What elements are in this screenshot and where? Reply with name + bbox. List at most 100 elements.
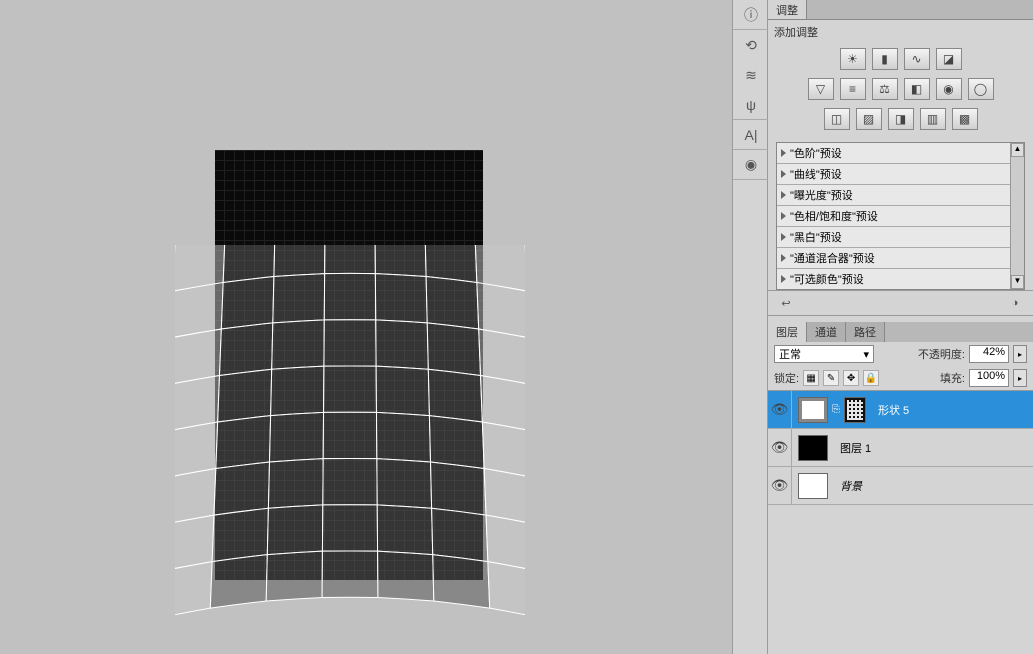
grid-cell bbox=[210, 555, 267, 608]
layer-row[interactable]: 👁 图层 1 bbox=[768, 429, 1033, 467]
grid-cell bbox=[323, 458, 377, 504]
photo-adjustment-icon[interactable]: ◉ bbox=[936, 78, 962, 100]
preset-label: "黑白"预设 bbox=[790, 229, 842, 245]
preset-item[interactable]: "曲线"预设 bbox=[777, 164, 1024, 185]
expand-arrow-icon bbox=[781, 254, 786, 262]
opacity-label: 不透明度: bbox=[918, 346, 965, 362]
threshold-adjustment-icon[interactable]: ◨ bbox=[888, 108, 914, 130]
preset-label: "曝光度"预设 bbox=[790, 187, 853, 203]
brush-tool-icon[interactable]: ≋ bbox=[733, 60, 769, 90]
warped-grid-shape[interactable] bbox=[175, 245, 525, 615]
grid-cell bbox=[488, 562, 525, 615]
preset-label: "曲线"预设 bbox=[790, 166, 842, 182]
grid-cell bbox=[218, 369, 272, 422]
camera-tool-icon[interactable]: ◉ bbox=[733, 150, 769, 180]
expand-arrow-icon bbox=[781, 191, 786, 199]
levels-adjustment-icon[interactable]: ▮ bbox=[872, 48, 898, 70]
fill-input[interactable]: 100% bbox=[969, 369, 1009, 387]
hue-adjustment-icon[interactable]: ≡ bbox=[840, 78, 866, 100]
info-tool-icon[interactable]: ⓘ bbox=[733, 0, 769, 30]
invert-adjustment-icon[interactable]: ◫ bbox=[824, 108, 850, 130]
gradient-adjustment-icon[interactable]: ▥ bbox=[920, 108, 946, 130]
visibility-toggle[interactable]: 👁 bbox=[768, 429, 792, 466]
preset-item[interactable]: "通道混合器"预设 bbox=[777, 248, 1024, 269]
return-icon[interactable]: ↩ bbox=[776, 295, 796, 311]
layer-list: 👁⎘形状 5👁图层 1👁背景 bbox=[768, 391, 1033, 505]
grid-cell bbox=[324, 320, 376, 366]
adjustment-icons: ☀ ▮ ∿ ◪ ▽ ≡ ⚖ ◧ ◉ ◯ ◫ ▨ ◨ ▥ ▩ bbox=[768, 44, 1033, 142]
grid-cell bbox=[323, 412, 377, 458]
opacity-flyout-icon[interactable]: ▸ bbox=[1013, 345, 1027, 363]
vibrance-adjustment-icon[interactable]: ▽ bbox=[808, 78, 834, 100]
grid-cell bbox=[375, 245, 426, 277]
grid-cell bbox=[433, 555, 490, 608]
layer-blend-row: 正常 ▾ 不透明度: 42% ▸ bbox=[768, 342, 1033, 366]
layer-thumbnail[interactable] bbox=[798, 435, 828, 461]
visibility-toggle[interactable]: 👁 bbox=[768, 467, 792, 504]
grid-cell bbox=[426, 277, 479, 329]
grid-cell bbox=[273, 274, 325, 323]
grid-cell bbox=[324, 366, 377, 412]
grid-cell bbox=[428, 369, 482, 422]
blend-mode-select[interactable]: 正常 ▾ bbox=[774, 345, 874, 363]
tab-channels[interactable]: 通道 bbox=[807, 322, 846, 342]
opacity-input[interactable]: 42% bbox=[969, 345, 1009, 363]
preset-scrollbar[interactable]: ▲ ▼ bbox=[1010, 143, 1024, 289]
preset-label: "通道混合器"预设 bbox=[790, 250, 875, 266]
grid-cell bbox=[212, 508, 268, 561]
layer-name-label[interactable]: 形状 5 bbox=[872, 402, 915, 418]
curves-adjustment-icon[interactable]: ∿ bbox=[904, 48, 930, 70]
clip-icon[interactable]: ◑ bbox=[1005, 295, 1025, 311]
expand-arrow-icon bbox=[781, 233, 786, 241]
preset-item[interactable]: "曝光度"预设 bbox=[777, 185, 1024, 206]
mask-thumbnail[interactable] bbox=[844, 397, 866, 423]
lock-all-icon[interactable]: 🔒 bbox=[863, 370, 879, 386]
grid-cell bbox=[375, 274, 427, 323]
lock-row: 锁定: ▦ ✎ ✥ 🔒 填充: 100% ▸ bbox=[768, 366, 1033, 391]
fill-label: 填充: bbox=[940, 370, 965, 386]
visibility-toggle[interactable]: 👁 bbox=[768, 391, 792, 428]
layer-thumbnail[interactable] bbox=[798, 473, 828, 499]
history-tool-icon[interactable]: ⟲ bbox=[733, 30, 769, 60]
layer-name-label[interactable]: 背景 bbox=[834, 478, 868, 494]
preset-item[interactable]: "黑白"预设 bbox=[777, 227, 1024, 248]
layer-row[interactable]: 👁 背景 bbox=[768, 467, 1033, 505]
layer-name-label[interactable]: 图层 1 bbox=[834, 440, 877, 456]
layer-thumbnail[interactable] bbox=[798, 397, 828, 423]
adjustments-footer: ↩ ◑ bbox=[768, 290, 1033, 316]
canvas-area bbox=[0, 0, 720, 654]
thumb-wrap bbox=[792, 473, 834, 499]
balance-adjustment-icon[interactable]: ⚖ bbox=[872, 78, 898, 100]
grid-cell bbox=[322, 505, 377, 551]
preset-item[interactable]: "色阶"预设 bbox=[777, 143, 1024, 164]
expand-arrow-icon bbox=[781, 149, 786, 157]
preset-item[interactable]: "色相/饱和度"预设 bbox=[777, 206, 1024, 227]
preset-item[interactable]: "可选颜色"预设 bbox=[777, 269, 1024, 289]
grid-cell bbox=[427, 323, 480, 376]
lut-adjustment-icon[interactable]: ◯ bbox=[968, 78, 994, 100]
grid-cell bbox=[322, 551, 378, 597]
scroll-up-icon[interactable]: ▲ bbox=[1011, 143, 1024, 157]
tab-adjustments[interactable]: 调整 bbox=[768, 0, 807, 19]
lock-pixels-icon[interactable]: ✎ bbox=[823, 370, 839, 386]
selective-adjustment-icon[interactable]: ▩ bbox=[952, 108, 978, 130]
clone-tool-icon[interactable]: ψ bbox=[733, 90, 769, 120]
scroll-down-icon[interactable]: ▼ bbox=[1011, 275, 1024, 289]
lock-transparency-icon[interactable]: ▦ bbox=[803, 370, 819, 386]
character-tool-icon[interactable]: A| bbox=[733, 120, 769, 150]
lock-position-icon[interactable]: ✥ bbox=[843, 370, 859, 386]
layer-row[interactable]: 👁⎘形状 5 bbox=[768, 391, 1033, 429]
eye-icon: 👁 bbox=[771, 401, 789, 418]
bw-adjustment-icon[interactable]: ◧ bbox=[904, 78, 930, 100]
tab-paths[interactable]: 路径 bbox=[846, 322, 885, 342]
grid-cell bbox=[271, 366, 324, 415]
blend-mode-value: 正常 bbox=[779, 346, 801, 362]
posterize-adjustment-icon[interactable]: ▨ bbox=[856, 108, 882, 130]
preset-label: "可选颜色"预设 bbox=[790, 271, 864, 287]
brightness-adjustment-icon[interactable]: ☀ bbox=[840, 48, 866, 70]
exposure-adjustment-icon[interactable]: ◪ bbox=[936, 48, 962, 70]
fill-flyout-icon[interactable]: ▸ bbox=[1013, 369, 1027, 387]
adjustments-tab-row: 调整 bbox=[768, 0, 1033, 20]
tab-layers[interactable]: 图层 bbox=[768, 322, 807, 342]
expand-arrow-icon bbox=[781, 212, 786, 220]
